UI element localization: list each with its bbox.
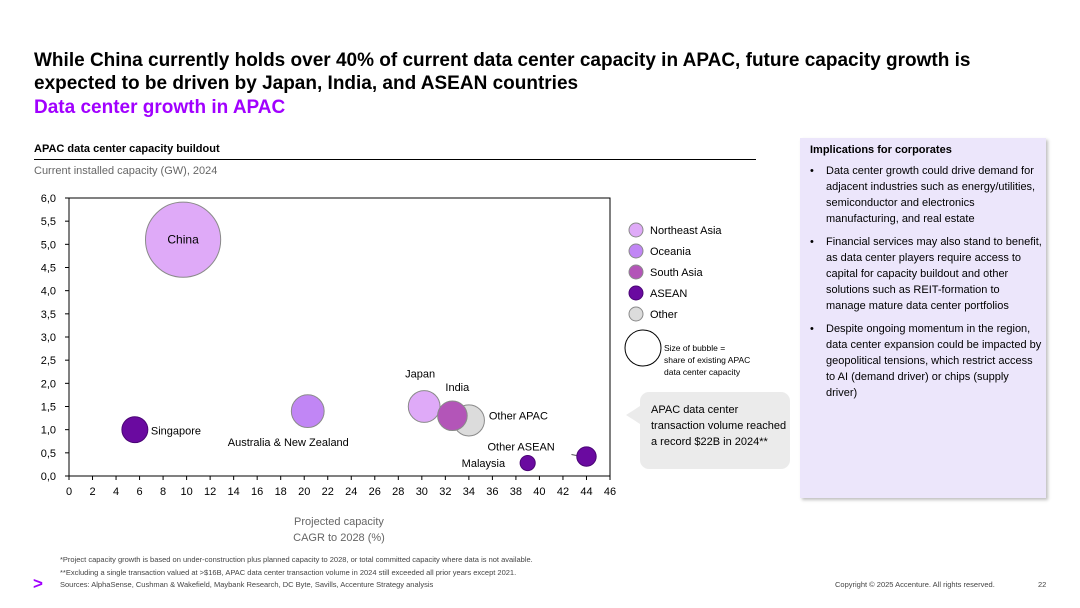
y-tick-label: 6,0 xyxy=(41,193,56,205)
x-tick-label: 2 xyxy=(89,486,95,498)
bubble-point xyxy=(407,390,441,423)
x-tick-label: 0 xyxy=(66,486,72,498)
implication-item: Data center growth could drive demand fo… xyxy=(810,163,1042,227)
y-tick-label: 1,0 xyxy=(41,425,56,437)
callout-text: APAC data center transaction volume reac… xyxy=(651,404,787,448)
x-tick-label: 40 xyxy=(533,486,545,498)
size-legend-marker xyxy=(624,329,662,367)
y-tick-label: 2,5 xyxy=(41,355,56,367)
bubble-label: India xyxy=(445,382,470,394)
x-tick-label: 32 xyxy=(439,486,451,498)
chart-y-label: Current installed capacity (GW), 2024 xyxy=(34,165,218,177)
y-tick-label: 4,5 xyxy=(41,263,56,275)
bubble-label: Japan xyxy=(405,369,435,381)
legend-marker xyxy=(628,306,644,322)
legend-label: Other xyxy=(650,309,678,321)
x-tick-label: 16 xyxy=(251,486,263,498)
implication-item: Financial services may also stand to ben… xyxy=(810,234,1042,314)
implications-list: Data center growth could drive demand fo… xyxy=(810,163,1042,408)
bubble-point xyxy=(290,394,325,429)
chart-ticks: 0 2 4 6 8 10 12 14 16 18 20 22 24 26 28 30 32 34 36 38 40 42 4… xyxy=(41,193,616,498)
x-tick-label: 4 xyxy=(113,486,119,498)
y-tick-label: 5,0 xyxy=(41,239,56,251)
x-tick-label: 26 xyxy=(369,486,381,498)
size-legend-text: Size of bubble = xyxy=(664,343,725,353)
size-legend-text: share of existing APAC xyxy=(664,355,750,365)
implications-panel: Implications for corporates Data center … xyxy=(800,138,1046,498)
x-tick-label: 8 xyxy=(160,486,166,498)
bubble-label: Malaysia xyxy=(462,458,506,470)
accenture-logo-icon: > xyxy=(33,574,43,593)
y-tick-label: 1,5 xyxy=(41,402,56,414)
x-tick-label: 42 xyxy=(557,486,569,498)
x-axis-title: Projected capacity xyxy=(294,516,384,528)
legend-marker xyxy=(628,285,644,301)
chart-title-divider xyxy=(34,159,756,160)
legend-label: South Asia xyxy=(650,267,703,279)
bubble-point xyxy=(519,454,536,472)
x-tick-label: 22 xyxy=(322,486,334,498)
chart-title: APAC data center capacity buildout xyxy=(34,143,220,155)
bubble-point xyxy=(437,400,468,432)
legend-marker xyxy=(628,222,644,238)
bubble-point xyxy=(576,446,597,467)
label-leader-line xyxy=(571,454,577,457)
implication-item: Despite ongoing momentum in the region, … xyxy=(810,321,1042,401)
bubble-point xyxy=(144,201,222,278)
footnote-1: *Project capacity growth is based on und… xyxy=(60,555,533,564)
y-tick-label: 5,5 xyxy=(41,216,56,228)
legend-marker xyxy=(628,243,644,259)
x-tick-label: 10 xyxy=(180,486,192,498)
y-tick-label: 3,5 xyxy=(41,309,56,321)
x-tick-label: 12 xyxy=(204,486,216,498)
implications-title: Implications for corporates xyxy=(810,144,952,156)
x-tick-label: 20 xyxy=(298,486,310,498)
chart-bubbles xyxy=(121,201,597,472)
chart-legend: Northeast Asia Oceania South Asia ASEAN Othe… xyxy=(624,222,750,377)
x-tick-label: 24 xyxy=(345,486,357,498)
x-tick-label: 6 xyxy=(137,486,143,498)
x-tick-label: 18 xyxy=(275,486,287,498)
x-axis-title: CAGR to 2028 (%) xyxy=(293,532,385,544)
x-tick-label: 30 xyxy=(416,486,428,498)
y-tick-label: 0,0 xyxy=(41,471,56,483)
bubble-label: Other ASEAN xyxy=(487,442,554,454)
x-tick-label: 36 xyxy=(486,486,498,498)
y-tick-label: 0,5 xyxy=(41,448,56,460)
y-tick-label: 4,0 xyxy=(41,286,56,298)
page-title: While China currently holds over 40% of … xyxy=(34,50,971,94)
bubble-label: Other APAC xyxy=(489,410,548,422)
bubble-label: Singapore xyxy=(151,426,201,438)
y-tick-label: 3,0 xyxy=(41,332,56,344)
size-legend-text: data center capacity xyxy=(664,367,741,377)
transaction-callout: APAC data center transaction volume reac… xyxy=(626,392,790,469)
legend-marker xyxy=(628,264,644,280)
legend-label: ASEAN xyxy=(650,288,687,300)
x-tick-label: 44 xyxy=(580,486,592,498)
copyright: Copyright © 2025 Accenture. All rights r… xyxy=(835,580,995,589)
footnote-2: **Excluding a single transaction valued … xyxy=(60,568,517,577)
page-number: 22 xyxy=(1038,580,1047,589)
x-tick-label: 38 xyxy=(510,486,522,498)
bubble-label: Australia & New Zealand xyxy=(228,437,349,449)
x-tick-label: 46 xyxy=(604,486,616,498)
x-tick-label: 34 xyxy=(463,486,475,498)
legend-label: Northeast Asia xyxy=(650,225,722,237)
bubble-label: China xyxy=(167,233,199,247)
legend-label: Oceania xyxy=(650,246,692,258)
y-tick-label: 2,0 xyxy=(41,378,56,390)
bubble-point xyxy=(121,416,149,444)
sources-note: Sources: AlphaSense, Cushman & Wakefield… xyxy=(60,580,434,589)
x-tick-label: 28 xyxy=(392,486,404,498)
bubble-chart: 0 2 4 6 8 10 12 14 16 18 20 22 24 26 28 30 32 34 36 38 40 42 4… xyxy=(41,193,751,544)
chart-data-labels: China Singapore Australia & New Zealand Jap… xyxy=(151,233,577,470)
chart-x-label: Projected capacity CAGR to 2028 (%) xyxy=(293,516,385,544)
x-tick-label: 14 xyxy=(228,486,240,498)
page-subtitle: Data center growth in APAC xyxy=(34,97,286,118)
